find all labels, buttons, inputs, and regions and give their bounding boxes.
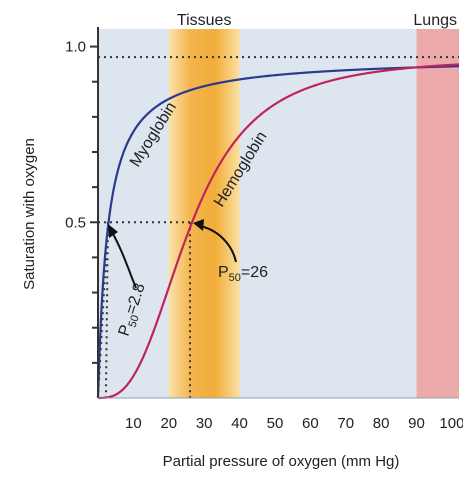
x-tick-label: 50 (267, 415, 284, 432)
x-tick-label: 60 (302, 415, 319, 432)
region-lungs (417, 29, 459, 398)
x-tick-label: 20 (160, 415, 177, 432)
y-tick-label: 0.5 (65, 214, 86, 231)
x-tick-label: 100 (439, 415, 463, 432)
x-tick-label: 90 (408, 415, 425, 432)
x-tick-label: 10 (125, 415, 142, 432)
region-label-tissues: Tissues (177, 12, 232, 29)
plot-background (98, 29, 459, 398)
x-tick-label: 80 (373, 415, 390, 432)
x-tick-label: 40 (231, 415, 248, 432)
y-tick-label: 1.0 (65, 39, 86, 56)
x-axis-title: Partial pressure of oxygen (mm Hg) (163, 453, 400, 470)
y-axis-title: Saturation with oxygen (21, 138, 38, 290)
region-tissues (169, 29, 240, 398)
x-tick-label: 30 (196, 415, 213, 432)
x-tick-label: 70 (337, 415, 354, 432)
region-label-lungs: Lungs (413, 12, 457, 29)
